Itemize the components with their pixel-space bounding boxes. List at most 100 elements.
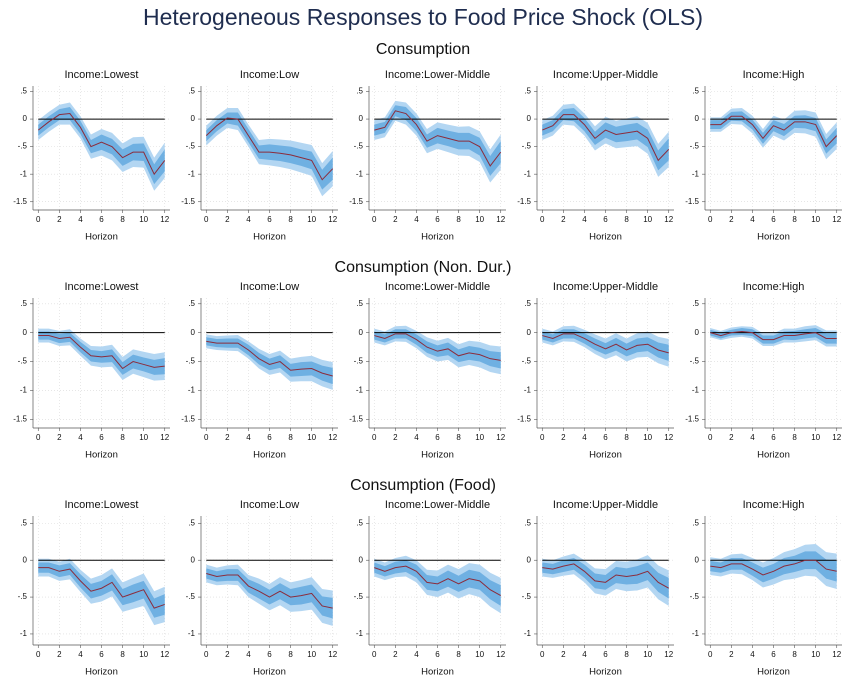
y-tick-label: 0 <box>359 114 364 123</box>
panel-title: Income:High <box>743 499 805 511</box>
y-tick-label: -1 <box>524 629 532 638</box>
line <box>205 117 334 181</box>
y-tick-label: -1 <box>356 629 364 638</box>
y-tick-label: 0 <box>527 555 532 564</box>
y-tick-label: -.5 <box>18 142 28 151</box>
y-tick-label: -1.5 <box>181 414 195 423</box>
x-tick-label: 4 <box>750 650 755 659</box>
panel-title: Income:Upper-Middle <box>553 281 658 293</box>
x-tick-label: 6 <box>771 215 776 224</box>
x-tick-label: 6 <box>435 433 440 442</box>
y-tick-label: -.5 <box>354 357 364 366</box>
x-tick-label: 4 <box>78 433 83 442</box>
y-tick-label: -.5 <box>690 357 700 366</box>
y-tick-label: .5 <box>20 299 27 308</box>
x-tick-label: 8 <box>120 650 125 659</box>
x-axis-label: Horizon <box>253 667 286 678</box>
x-tick-label: 2 <box>393 433 398 442</box>
x-tick-label: 6 <box>99 650 104 659</box>
confidence-band <box>710 551 837 583</box>
section-title: Consumption <box>376 41 470 58</box>
x-tick-label: 8 <box>456 215 461 224</box>
line <box>37 113 166 176</box>
x-tick-label: 0 <box>540 433 545 442</box>
panel-title: Income:Upper-Middle <box>553 499 658 511</box>
x-tick-label: 4 <box>246 215 251 224</box>
x-tick-label: 12 <box>328 433 337 442</box>
x-tick-label: 6 <box>771 433 776 442</box>
line <box>38 335 165 370</box>
y-tick-label: -1 <box>356 386 364 395</box>
x-tick-label: 10 <box>811 650 820 659</box>
line <box>206 573 333 609</box>
x-tick-label: 10 <box>307 650 316 659</box>
x-axis-label: Horizon <box>85 667 118 678</box>
x-axis-label: Horizon <box>757 667 790 678</box>
chart-title: Heterogeneous Responses to Food Price Sh… <box>143 4 703 30</box>
y-tick-label: 0 <box>695 328 700 337</box>
x-tick-label: 10 <box>139 215 148 224</box>
x-tick-label: 10 <box>643 650 652 659</box>
y-tick-label: 0 <box>527 328 532 337</box>
panel-title: Income:Lower-Middle <box>385 281 490 293</box>
y-tick-label: -1 <box>20 386 28 395</box>
y-tick-label: .5 <box>524 299 531 308</box>
y-tick-label: -1.5 <box>517 414 531 423</box>
y-tick-label: .5 <box>188 299 195 308</box>
x-tick-label: 2 <box>393 215 398 224</box>
x-tick-label: 6 <box>435 650 440 659</box>
y-tick-label: -1 <box>188 386 196 395</box>
confidence-band <box>206 337 333 385</box>
x-tick-label: 12 <box>496 650 505 659</box>
x-tick-label: 0 <box>204 215 209 224</box>
x-tick-label: 12 <box>328 650 337 659</box>
y-tick-label: -1 <box>20 169 28 178</box>
x-tick-label: 12 <box>664 650 673 659</box>
y-tick-label: .5 <box>692 87 699 96</box>
x-tick-label: 8 <box>120 433 125 442</box>
panel-title: Income:High <box>743 281 805 293</box>
y-tick-label: -.5 <box>18 357 28 366</box>
y-tick-label: -1 <box>356 169 364 178</box>
x-tick-label: 8 <box>624 650 629 659</box>
x-tick-label: 8 <box>288 215 293 224</box>
x-tick-label: 0 <box>540 215 545 224</box>
y-tick-label: .5 <box>524 518 531 527</box>
y-tick-label: -.5 <box>354 592 364 601</box>
x-tick-label: 6 <box>603 215 608 224</box>
y-tick-label: -.5 <box>690 142 700 151</box>
x-tick-label: 2 <box>729 215 734 224</box>
x-tick-label: 12 <box>832 215 841 224</box>
y-tick-label: -.5 <box>690 592 700 601</box>
x-tick-label: 6 <box>435 215 440 224</box>
x-axis-label: Horizon <box>589 450 622 461</box>
x-tick-label: 8 <box>456 433 461 442</box>
y-tick-label: .5 <box>692 518 699 527</box>
panel-title: Income:Lowest <box>65 499 139 511</box>
y-tick-label: -1.5 <box>685 414 699 423</box>
confidence-band <box>206 568 333 619</box>
x-tick-label: 4 <box>414 433 419 442</box>
y-tick-label: 0 <box>23 555 28 564</box>
y-tick-label: -.5 <box>18 592 28 601</box>
y-tick-label: .5 <box>356 518 363 527</box>
x-tick-label: 12 <box>664 433 673 442</box>
y-tick-label: 0 <box>695 114 700 123</box>
y-tick-label: -.5 <box>522 357 532 366</box>
y-tick-label: -.5 <box>522 142 532 151</box>
y-tick-label: .5 <box>356 299 363 308</box>
x-tick-label: 8 <box>792 650 797 659</box>
x-tick-label: 8 <box>792 433 797 442</box>
x-tick-label: 0 <box>36 650 41 659</box>
x-tick-label: 4 <box>582 215 587 224</box>
panel-title: Income:Low <box>240 499 299 511</box>
y-tick-label: .5 <box>692 299 699 308</box>
y-tick-label: 0 <box>359 328 364 337</box>
x-tick-label: 4 <box>414 215 419 224</box>
x-tick-label: 12 <box>160 433 169 442</box>
confidence-band <box>542 103 669 177</box>
y-tick-label: .5 <box>20 87 27 96</box>
y-tick-label: -1.5 <box>349 414 363 423</box>
y-tick-label: -.5 <box>186 142 196 151</box>
